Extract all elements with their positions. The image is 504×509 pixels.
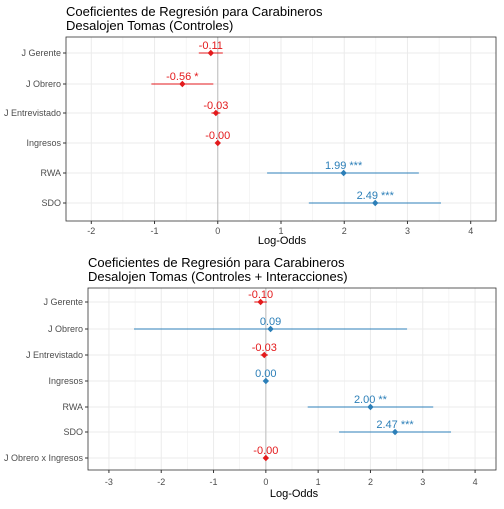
- y-tick-label: J Entrevistado: [26, 350, 83, 360]
- data-label: -0.00: [205, 130, 230, 142]
- point-estimate: [261, 351, 268, 359]
- point-estimate: [262, 377, 270, 385]
- panel-border: [87, 287, 497, 471]
- y-tick-label: SDO: [41, 198, 61, 208]
- x-tick-label: 1: [316, 477, 321, 487]
- data-label: -0.10: [248, 289, 273, 301]
- point-estimate: [340, 169, 347, 177]
- chart-top: Coeficientes de Regresión para Carabiner…: [4, 4, 497, 247]
- x-tick-label: 2: [342, 226, 347, 236]
- chart-bottom: Coeficientes de Regresión para Carabiner…: [4, 255, 497, 500]
- data-label: -0.56 *: [166, 71, 199, 83]
- point-estimate: [262, 454, 270, 462]
- data-label: 2.00 **: [354, 394, 388, 406]
- point-estimate: [214, 139, 221, 147]
- x-tick-label: -2: [157, 477, 165, 487]
- chart-bottom-xlabel: Log-Odds: [270, 488, 319, 500]
- x-tick-label: -1: [210, 477, 218, 487]
- y-tick-label: SDO: [63, 427, 83, 437]
- y-tick-label: RWA: [62, 402, 83, 412]
- y-tick-label: RWA: [40, 168, 61, 178]
- data-label: 2.47 ***: [376, 419, 414, 431]
- plot-panel: [87, 287, 497, 471]
- point-estimate: [207, 49, 215, 57]
- x-tick-label: 0: [215, 226, 220, 236]
- data-label: 0.09: [260, 316, 281, 328]
- x-tick-label: 1: [278, 226, 283, 236]
- y-tick-label: J Gerente: [21, 48, 61, 58]
- x-tick-label: 0: [263, 477, 268, 487]
- x-tick-label: -1: [151, 226, 159, 236]
- x-tick-label: 4: [468, 226, 473, 236]
- x-tick-label: 4: [473, 477, 478, 487]
- y-tick-label: J Gerente: [43, 297, 83, 307]
- chart-bottom-subtitle: Desalojen Tomas (Controles + Interaccion…: [88, 269, 348, 284]
- point-estimate: [367, 403, 374, 411]
- x-tick-label: 2: [368, 477, 373, 487]
- data-label: -0.03: [252, 342, 277, 354]
- x-tick-label: -2: [87, 226, 95, 236]
- data-label: -0.11: [199, 40, 223, 52]
- point-estimate: [257, 298, 264, 306]
- y-tick-label: Ingresos: [26, 138, 61, 148]
- y-tick-label: J Obrero x Ingresos: [4, 453, 84, 463]
- point-estimate: [391, 428, 399, 436]
- data-label: 2.49 ***: [357, 190, 395, 202]
- point-estimate: [179, 80, 186, 88]
- x-tick-label: -3: [105, 477, 113, 487]
- data-label: 1.99 ***: [325, 160, 363, 172]
- y-tick-label: J Entrevistado: [4, 108, 61, 118]
- y-tick-label: Ingresos: [48, 376, 83, 386]
- chart-top-title: Coeficientes de Regresión para Carabiner…: [66, 4, 323, 19]
- point-estimate: [267, 325, 274, 333]
- x-tick-label: 3: [405, 226, 410, 236]
- chart-bottom-title: Coeficientes de Regresión para Carabiner…: [88, 255, 345, 270]
- y-tick-label: J Obrero: [26, 79, 61, 89]
- x-tick-label: 3: [420, 477, 425, 487]
- data-label: 0.00: [255, 368, 276, 380]
- chart-top-xlabel: Log-Odds: [258, 235, 307, 247]
- chart-top-subtitle: Desalojen Tomas (Controles): [66, 18, 233, 33]
- y-tick-label: J Obrero: [48, 324, 83, 334]
- point-estimate: [372, 199, 379, 207]
- point-estimate: [212, 109, 220, 117]
- data-label: -0.00: [253, 445, 278, 457]
- plot-panel: [65, 36, 497, 222]
- data-label: -0.03: [203, 100, 228, 112]
